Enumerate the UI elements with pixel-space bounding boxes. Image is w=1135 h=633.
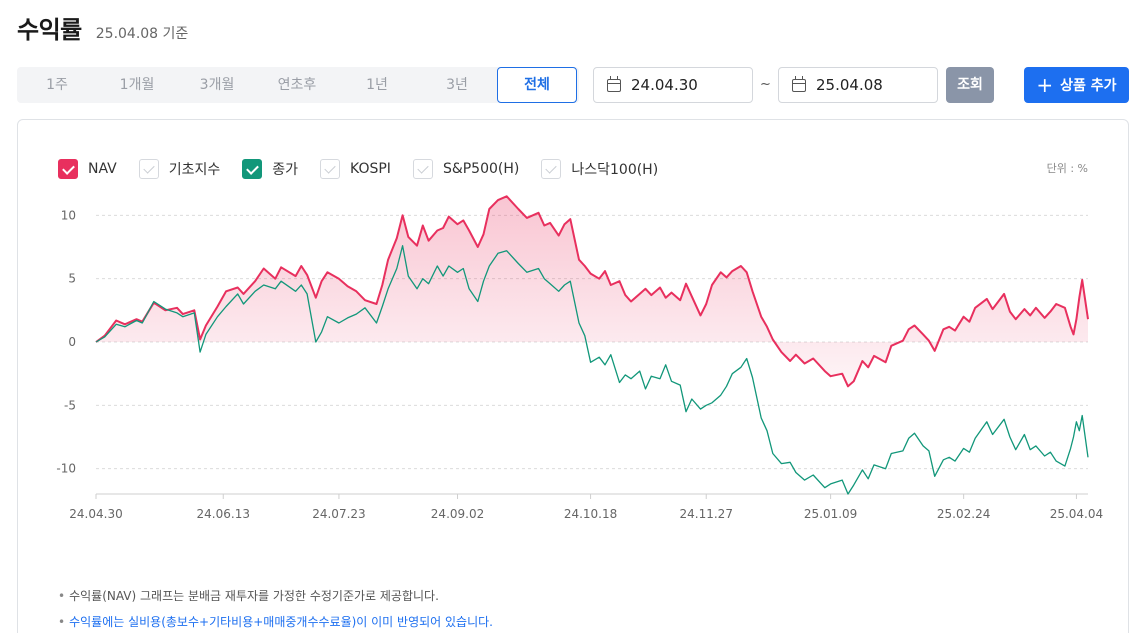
legend-closing-price[interactable]: 종가 (242, 159, 298, 179)
closing-price-series-line (95, 245, 1089, 495)
checkbox-icon[interactable] (138, 159, 159, 179)
tab-1-year[interactable]: 1년 (366, 77, 388, 93)
add-product-label: 상품 추가 (1060, 78, 1117, 94)
tab-ytd[interactable]: 연초후 (277, 77, 317, 93)
unit-label: 단위 : % (1046, 162, 1088, 175)
checkbox-icon[interactable] (541, 159, 562, 179)
legend-label: 나스닥100(H) (571, 162, 659, 178)
checkbox-icon[interactable] (242, 159, 263, 179)
query-button[interactable]: 조회 (946, 67, 994, 103)
legend-base-index[interactable]: 기초지수 (138, 159, 221, 179)
return-chart: 10 5 0 -5 -10 24.04.30 24.06.13 24.07.23 24.09.0… (56, 195, 1103, 520)
tab-1-month[interactable]: 1개월 (119, 77, 155, 93)
nav-series-line (95, 195, 1089, 388)
tab-1-week[interactable]: 1주 (46, 77, 68, 93)
y-tick-label: -10 (56, 462, 76, 476)
y-tick-label: 0 (68, 335, 76, 349)
tab-3-years[interactable]: 3년 (446, 77, 468, 93)
add-product-button[interactable]: + 상품 추가 (1024, 67, 1129, 103)
start-date-field[interactable]: 24.04.30 (593, 67, 753, 103)
legend-label: KOSPI (350, 161, 391, 177)
x-tick-label: 24.10.18 (564, 507, 617, 520)
period-tabs: 1주 1개월 3개월 연초후 1년 3년 전체 (17, 67, 579, 103)
end-date-field[interactable]: 25.04.08 (778, 67, 938, 103)
legend-kospi[interactable]: KOSPI (320, 159, 391, 179)
tab-all[interactable]: 전체 (497, 67, 577, 103)
x-tick-label: 25.02.24 (937, 507, 990, 520)
chart-card: NAV 기초지수 종가 KOSPI S&P500(H) 나스닥100(H) 단위… (17, 119, 1129, 633)
checkbox-icon[interactable] (320, 159, 341, 179)
legend-nasdaq100[interactable]: 나스닥100(H) (541, 159, 658, 179)
legend-sp500[interactable]: S&P500(H) (412, 159, 520, 179)
x-tick-label: 24.04.30 (69, 507, 122, 520)
note-text: 수익률(NAV) 그래프는 분배금 재투자를 가정한 수정기준가로 제공합니다. (69, 589, 439, 603)
x-tick-label: 24.11.27 (680, 507, 733, 520)
x-tick-label: 24.06.13 (197, 507, 250, 520)
end-date-value: 25.04.08 (816, 76, 883, 94)
y-tick-label: -5 (64, 398, 76, 412)
base-date: 25.04.08 기준 (95, 26, 189, 42)
nav-area-fill (96, 196, 1088, 387)
x-tick-label: 24.07.23 (312, 507, 365, 520)
chart-legend: NAV 기초지수 종가 KOSPI S&P500(H) 나스닥100(H) (58, 159, 680, 179)
page-title: 수익률 (17, 16, 82, 44)
legend-label: 기초지수 (168, 162, 221, 178)
x-tick-label: 24.09.02 (431, 507, 484, 520)
page-header: 수익률 25.04.08 기준 (17, 10, 188, 45)
checkbox-icon[interactable] (58, 159, 78, 179)
date-range-separator: ~ (760, 77, 771, 92)
note-text: 수익률에는 실비용(총보수+기타비용+매매중개수수료율)이 이미 반영되어 있습… (69, 615, 493, 629)
x-tick-label: 25.01.09 (804, 507, 857, 520)
legend-nav[interactable]: NAV (58, 159, 117, 179)
x-tick-label: 25.04.04 (1050, 507, 1103, 520)
note-costs: • 수익률에는 실비용(총보수+기타비용+매매중개수수료율)이 이미 반영되어 있… (58, 615, 493, 629)
legend-label: 종가 (272, 162, 299, 178)
calendar-icon (792, 75, 806, 92)
start-date-value: 24.04.30 (631, 76, 698, 94)
plus-icon: + (1036, 73, 1054, 97)
chart-notes: • 수익률(NAV) 그래프는 분배금 재투자를 가정한 수정기준가로 제공합니다… (58, 587, 493, 633)
tab-3-months[interactable]: 3개월 (199, 77, 235, 93)
y-tick-label: 5 (68, 272, 76, 286)
checkbox-icon[interactable] (412, 159, 433, 179)
calendar-icon (607, 75, 621, 92)
legend-label: S&P500(H) (442, 161, 520, 177)
y-tick-label: 10 (61, 208, 76, 222)
legend-label: NAV (88, 161, 117, 177)
note-nav: • 수익률(NAV) 그래프는 분배금 재투자를 가정한 수정기준가로 제공합니다… (58, 589, 439, 603)
